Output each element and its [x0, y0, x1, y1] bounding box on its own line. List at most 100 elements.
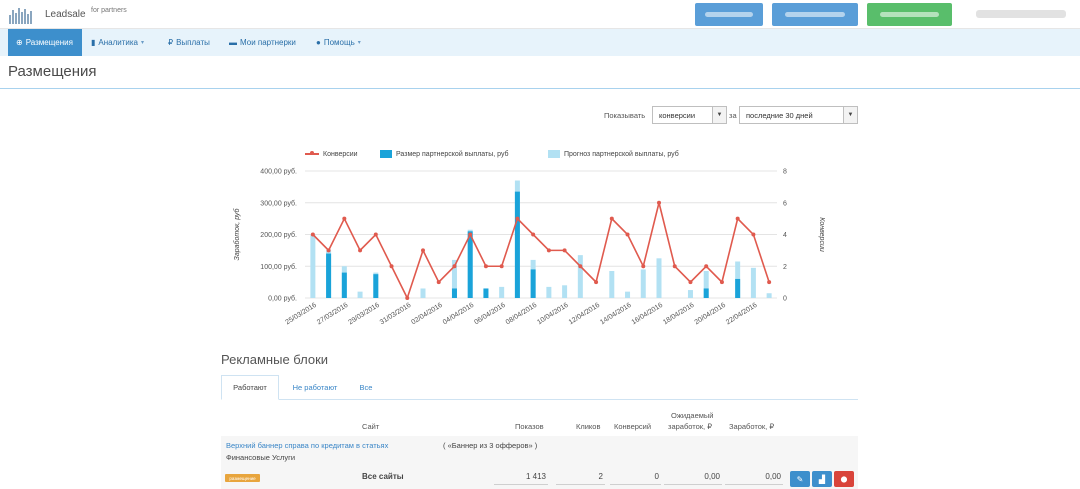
tab-all-blocks[interactable]: Все	[359, 383, 373, 392]
conversions-point	[735, 216, 740, 221]
metric-select[interactable]: конверсии ▼	[652, 106, 727, 124]
payout-bar	[703, 288, 709, 298]
delete-button[interactable]: ⬤	[834, 471, 854, 487]
show-label: Показывать	[604, 111, 646, 120]
top-action-button-1[interactable]	[695, 3, 763, 26]
payout-bar	[326, 253, 332, 298]
legend-item-conversions[interactable]: Конверсии	[305, 148, 358, 160]
ad-block-link[interactable]: Верхний баннер справа по кредитам в стат…	[226, 441, 389, 450]
x-tick-label: 12/04/2016	[568, 302, 602, 327]
x-tick-label: 27/03/2016	[316, 302, 350, 327]
x-tick-label: 18/04/2016	[662, 302, 696, 327]
legend-item-payout[interactable]: Размер партнерской выплаты, руб	[380, 148, 509, 160]
chevron-down-icon: ▾	[357, 40, 361, 46]
nav-item-my-partners[interactable]: ▬ Мои партнерки	[229, 29, 296, 56]
conversions-point	[625, 232, 630, 237]
nav-item-label: Выплаты	[176, 38, 210, 47]
column-header-earnings: Заработок, ₽	[729, 422, 775, 431]
legend-bar-swatch	[548, 150, 560, 158]
nav-item-placements[interactable]: ⊕ Размещения	[8, 29, 82, 56]
conversions-point	[688, 280, 693, 285]
brand-subtitle: for partners	[91, 7, 127, 14]
payout-bar	[514, 191, 520, 298]
y-axis-label: Заработок, руб	[233, 207, 241, 260]
y-tick-label: 200,00 руб.	[260, 231, 297, 239]
x-tick-label: 02/04/2016	[410, 302, 444, 327]
shows-cell: 1 413	[525, 472, 546, 481]
cell-underline	[664, 484, 722, 485]
forecast-bar	[420, 288, 426, 298]
top-bar: Leadsale for partners	[0, 0, 1080, 29]
payout-bar	[483, 288, 489, 298]
legend-label: Прогноз партнерской выплаты, руб	[564, 150, 679, 158]
chevron-down-icon: ▼	[843, 107, 857, 123]
ad-block-category: Финансовые Услуги	[226, 453, 296, 462]
x-tick-label: 04/04/2016	[442, 302, 476, 327]
conversions-point	[578, 264, 583, 269]
status-badge: размещение	[225, 474, 260, 482]
forecast-bar	[499, 286, 505, 298]
conversions-point	[326, 248, 331, 253]
title-divider	[0, 88, 1080, 89]
payout-bar	[373, 274, 379, 298]
forecast-bar	[310, 234, 316, 298]
metric-select-value: конверсии	[659, 110, 696, 120]
period-for-label: за	[729, 111, 737, 120]
x-tick-label: 31/03/2016	[379, 302, 413, 327]
user-menu[interactable]	[976, 10, 1066, 18]
conversions-point	[546, 248, 551, 253]
conversions-point	[531, 232, 536, 237]
y2-tick-label: 4	[783, 232, 787, 239]
y2-tick-label: 6	[783, 200, 787, 207]
conversions-point	[483, 264, 488, 269]
conversions-point	[594, 280, 599, 285]
payout-bar	[341, 272, 347, 298]
edit-button[interactable]: ✎	[790, 471, 810, 487]
period-select-value: последние 30 дней	[746, 110, 813, 120]
chevron-down-icon: ▾	[141, 40, 145, 46]
nav-item-payouts[interactable]: ₽ Выплаты	[168, 29, 210, 56]
payout-bar	[735, 278, 741, 298]
conversions-point	[436, 280, 441, 285]
bar-chart-icon: ▮	[91, 38, 96, 47]
clicks-cell: 2	[598, 472, 603, 481]
legend-item-forecast[interactable]: Прогноз партнерской выплаты, руб	[548, 148, 679, 160]
payout-bar	[530, 269, 536, 298]
period-select[interactable]: последние 30 дней ▼	[739, 106, 858, 124]
x-tick-label: 29/03/2016	[347, 302, 381, 327]
legend-label: Размер партнерской выплаты, руб	[396, 150, 509, 158]
forecast-bar	[625, 291, 631, 298]
logo[interactable]	[9, 6, 32, 24]
forecast-bar	[750, 267, 756, 298]
nav-item-help[interactable]: ● Помощь ▾	[316, 29, 361, 56]
conversions-point	[421, 248, 425, 253]
conversions-point	[452, 264, 457, 269]
y-tick-label: 100,00 руб.	[260, 263, 297, 271]
forecast-bar	[656, 258, 662, 298]
ad-blocks-tabs: Работают Не работают Все	[221, 375, 858, 400]
nav-item-label: Размещения	[25, 38, 73, 47]
conversions-line	[312, 202, 770, 301]
nav-item-analytics[interactable]: ▮ Аналитика ▾	[91, 29, 144, 56]
stats-button[interactable]: ▟	[812, 471, 832, 487]
x-tick-label: 20/04/2016	[694, 302, 728, 327]
site-cell: Все сайты	[362, 472, 404, 481]
page-title: Размещения	[8, 63, 97, 80]
table-row	[221, 436, 858, 489]
top-action-button-3[interactable]	[867, 3, 952, 26]
tab-inactive-blocks[interactable]: Не работают	[292, 383, 338, 392]
top-action-button-2[interactable]	[772, 3, 858, 26]
conversions-point	[672, 264, 677, 269]
pencil-icon: ✎	[796, 474, 804, 484]
conversions-point	[751, 232, 756, 237]
payout-bar	[467, 231, 473, 298]
conversions-point	[310, 232, 315, 237]
forecast-bar	[357, 291, 363, 298]
conversions-point	[767, 280, 772, 285]
forecast-bar	[766, 293, 772, 298]
column-header-shows: Показов	[515, 422, 544, 431]
ruble-icon: ₽	[168, 38, 174, 47]
conversions-point	[342, 216, 347, 221]
tab-active-blocks[interactable]: Работают	[221, 375, 279, 400]
